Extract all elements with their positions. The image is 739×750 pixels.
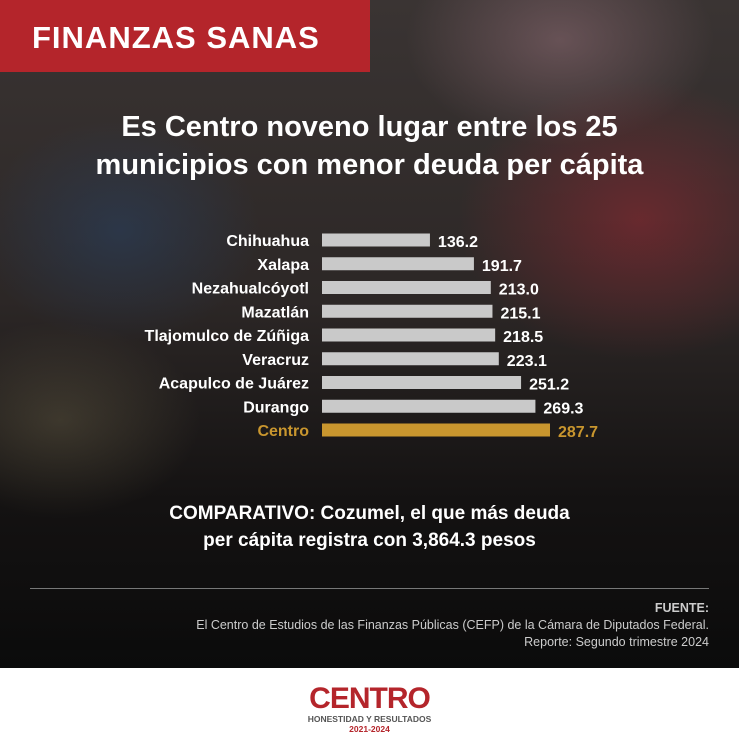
bar [322,352,499,366]
value-label: 218.5 [503,329,543,346]
chart-title: Es Centro noveno lugar entre los 25 muni… [0,108,739,184]
bar [322,233,430,247]
category-label: Chihuahua [226,233,309,250]
category-label: Durango [243,399,309,416]
centro-logo: CENTRO HONESTIDAD Y RESULTADOS 2021-2024 [0,684,739,735]
value-label: 191.7 [482,258,522,275]
logo-name: CENTRO [309,682,431,715]
source-label: FUENTE: [654,601,709,615]
category-label: Mazatlán [241,304,309,321]
comparison-note: COMPARATIVO: Cozumel, el que más deuda p… [0,500,739,554]
value-label: 223.1 [507,353,547,370]
value-label: 269.3 [543,400,583,417]
source-report: Reporte: Segundo trimestre 2024 [524,635,709,649]
bar [322,257,474,271]
value-label: 213.0 [499,282,539,299]
title-line-2: municipios con menor deuda per cápita [95,149,644,181]
bar [322,423,550,437]
category-label: Veracruz [242,352,309,369]
value-label: 136.2 [438,234,478,251]
value-label: 251.2 [529,377,569,394]
title-line-1: Es Centro noveno lugar entre los 25 [121,111,618,143]
category-label: Tlajomulco de Zúñiga [145,328,310,345]
logo-tagline: HONESTIDAD Y RESULTADOS [307,714,432,724]
category-label: Xalapa [257,257,309,274]
logo-years: 2021-2024 [349,724,390,734]
comparison-line-2: per cápita registra con 3,864.3 pesos [203,530,536,551]
category-label: Acapulco de Juárez [159,376,309,393]
divider [30,588,709,589]
bar-chart: Chihuahua 136.2 Xalapa 191.7 Nezahualcóyotl 2… [145,233,599,441]
bar [322,328,496,342]
section-banner: FINANZAS SANAS [0,0,370,72]
value-label: 215.1 [500,305,540,322]
bar [322,304,493,318]
source-text: El Centro de Estudios de las Finanzas Pú… [196,618,709,632]
source-note: FUENTE: El Centro de Estudios de las Fin… [196,600,709,651]
bar [322,399,536,413]
category-label: Centro [257,423,309,440]
comparison-line-1: COMPARATIVO: Cozumel, el que más deuda [169,503,570,524]
value-label: 287.7 [558,424,598,441]
bar [322,281,491,294]
bar [322,376,522,389]
category-label: Nezahualcóyotl [192,281,309,298]
